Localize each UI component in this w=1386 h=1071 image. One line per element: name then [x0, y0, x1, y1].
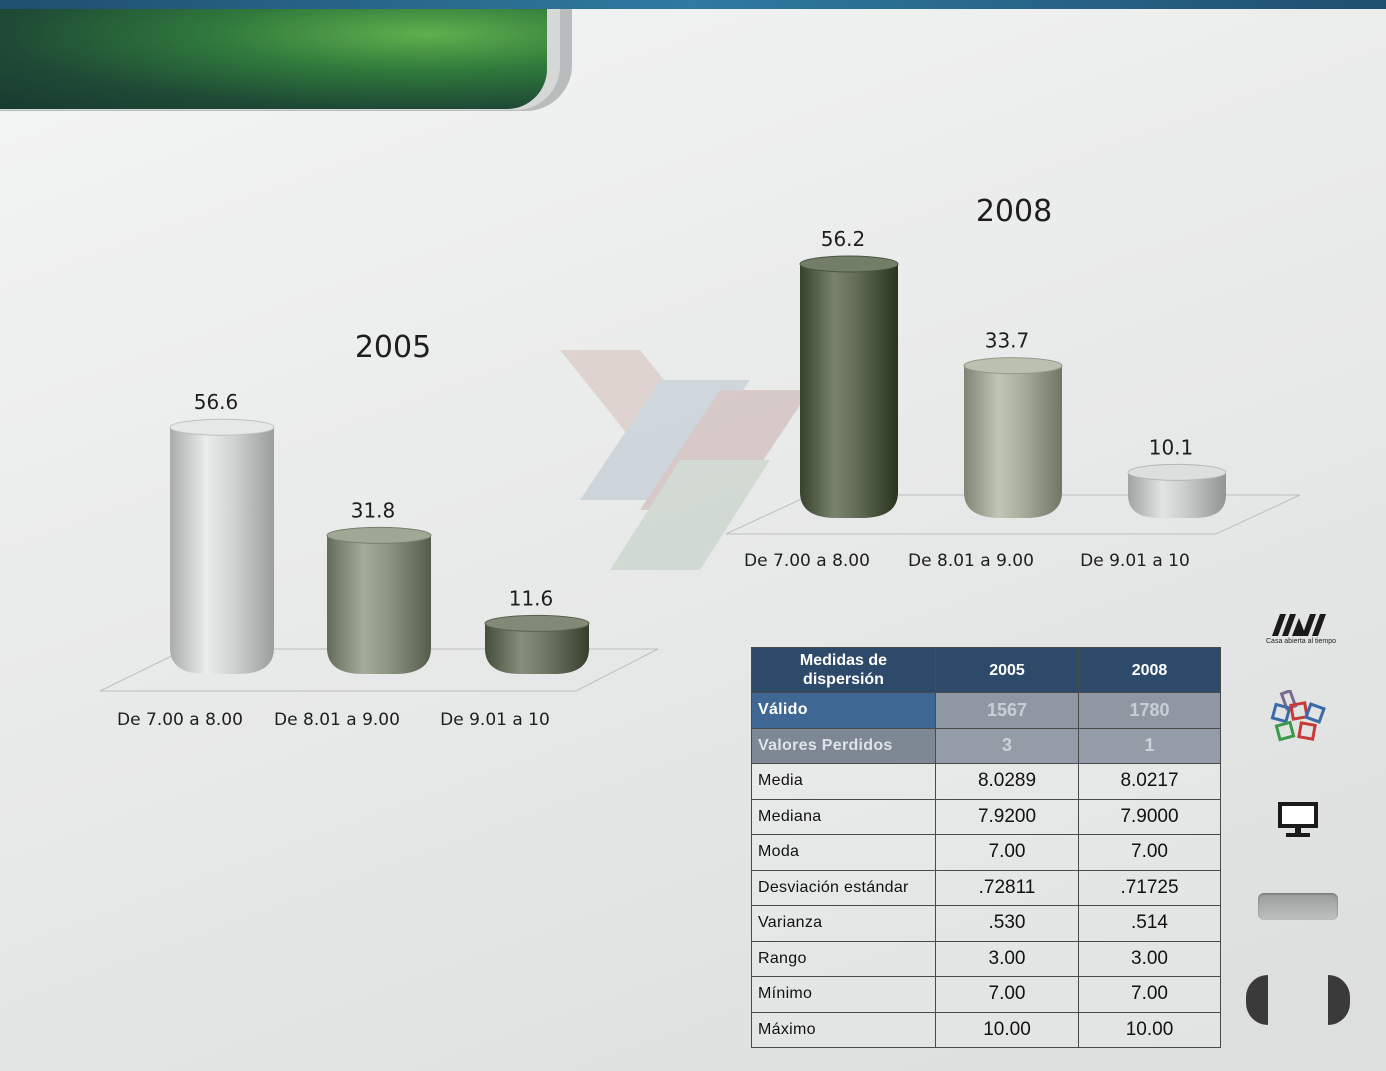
- cell-2008: .71725: [1078, 869, 1221, 906]
- bar-top: [484, 614, 590, 632]
- prev-icon[interactable]: [1246, 975, 1268, 1025]
- menu-button[interactable]: [1258, 893, 1338, 920]
- cell-2008: 8.0217: [1078, 763, 1221, 800]
- row-label: Rango: [751, 940, 936, 977]
- data-label: 11.6: [509, 586, 554, 610]
- row-label: Válido: [751, 692, 936, 729]
- watermark-logo-icon: [560, 350, 810, 570]
- chart-floor: [99, 648, 659, 692]
- table-row: Rango 3.00 3.00: [751, 940, 1221, 977]
- cell-2005: .530: [935, 905, 1079, 942]
- data-label: 31.8: [351, 498, 396, 522]
- chart-title: 2005: [355, 330, 431, 365]
- data-label: 33.7: [985, 329, 1030, 353]
- table-row: Media 8.0289 8.0217: [751, 763, 1221, 800]
- next-icon[interactable]: [1328, 975, 1350, 1025]
- table-row: Válido 1567 1780: [751, 692, 1221, 729]
- row-label: Máximo: [751, 1011, 936, 1048]
- table-row: Valores Perdidos 3 1: [751, 727, 1221, 764]
- cell-2008: 7.00: [1078, 834, 1221, 871]
- bar: [327, 535, 431, 674]
- dispersion-table: Medidas de dispersión 2005 2008 Válido 1…: [751, 647, 1221, 1048]
- cell-2005: 10.00: [935, 1011, 1079, 1048]
- category-label: De 8.01 a 9.00: [274, 710, 400, 730]
- logo-caption: Casa abierta al tiempo: [1266, 638, 1337, 645]
- bar-top: [326, 526, 432, 544]
- bar-top: [169, 418, 275, 436]
- category-label: De 7.00 a 8.00: [117, 710, 243, 730]
- header-2008: 2008: [1078, 647, 1221, 693]
- cell-2008: 7.9000: [1078, 798, 1221, 835]
- header-2005: 2005: [935, 647, 1079, 693]
- row-label: Mínimo: [751, 976, 936, 1013]
- category-label: De 9.01 a 10: [1080, 551, 1190, 571]
- bar-top: [963, 357, 1063, 375]
- row-label: Moda: [751, 834, 936, 871]
- category-label: De 9.01 a 10: [440, 710, 550, 730]
- category-label: De 8.01 a 9.00: [908, 551, 1034, 571]
- uam-logo-icon[interactable]: Casa abierta al tiempo: [1266, 614, 1337, 650]
- data-label: 56.6: [194, 390, 239, 414]
- top-bar: [0, 0, 1386, 9]
- cell-2008: 7.00: [1078, 976, 1221, 1013]
- cell-2005: 8.0289: [935, 763, 1079, 800]
- bar-group: 56.6 De 7.00 a 8.00 31.8 De 8.01 a 9.00 11.6…: [117, 390, 590, 730]
- data-label: 10.1: [1149, 435, 1194, 459]
- table-row: Desviación estándar .72811 .71725: [751, 869, 1221, 906]
- bar: [964, 365, 1062, 518]
- row-label: Varianza: [751, 905, 936, 942]
- table-row: Varianza .530 .514: [751, 905, 1221, 942]
- header-banner: [0, 9, 547, 109]
- row-label: Media: [751, 763, 936, 800]
- bar: [170, 427, 274, 674]
- header-measures: Medidas de dispersión: [751, 647, 936, 693]
- bar-top: [1127, 463, 1227, 481]
- cell-2005: 1567: [935, 692, 1079, 729]
- bar: [485, 623, 589, 674]
- cell-2005: 3.00: [935, 940, 1079, 977]
- bar: [1128, 472, 1226, 518]
- cell-2008: 3.00: [1078, 940, 1221, 977]
- row-label: Mediana: [751, 798, 936, 835]
- table-row: Mínimo 7.00 7.00: [751, 976, 1221, 1013]
- table-row: Moda 7.00 7.00: [751, 834, 1221, 871]
- table-row: Máximo 10.00 10.00: [751, 1011, 1221, 1048]
- cell-2008: .514: [1078, 905, 1221, 942]
- cell-2005: 7.00: [935, 976, 1079, 1013]
- cell-2008: 1: [1078, 727, 1221, 764]
- data-label: 56.2: [821, 227, 866, 251]
- monitor-icon[interactable]: [1276, 800, 1320, 838]
- row-label: Desviación estándar: [751, 869, 936, 906]
- table-row: Mediana 7.9200 7.9000: [751, 798, 1221, 835]
- chart-title: 2008: [976, 194, 1052, 229]
- cell-2005: 7.9200: [935, 798, 1079, 835]
- cell-2005: 7.00: [935, 834, 1079, 871]
- cell-2005: 3: [935, 727, 1079, 764]
- row-label: Valores Perdidos: [751, 727, 936, 764]
- cell-2008: 1780: [1078, 692, 1221, 729]
- cell-2005: .72811: [935, 869, 1079, 906]
- bar-top: [799, 255, 899, 273]
- frames-logo-icon[interactable]: [1270, 690, 1326, 748]
- cell-2008: 10.00: [1078, 1011, 1221, 1048]
- table-header-row: Medidas de dispersión 2005 2008: [751, 647, 1221, 693]
